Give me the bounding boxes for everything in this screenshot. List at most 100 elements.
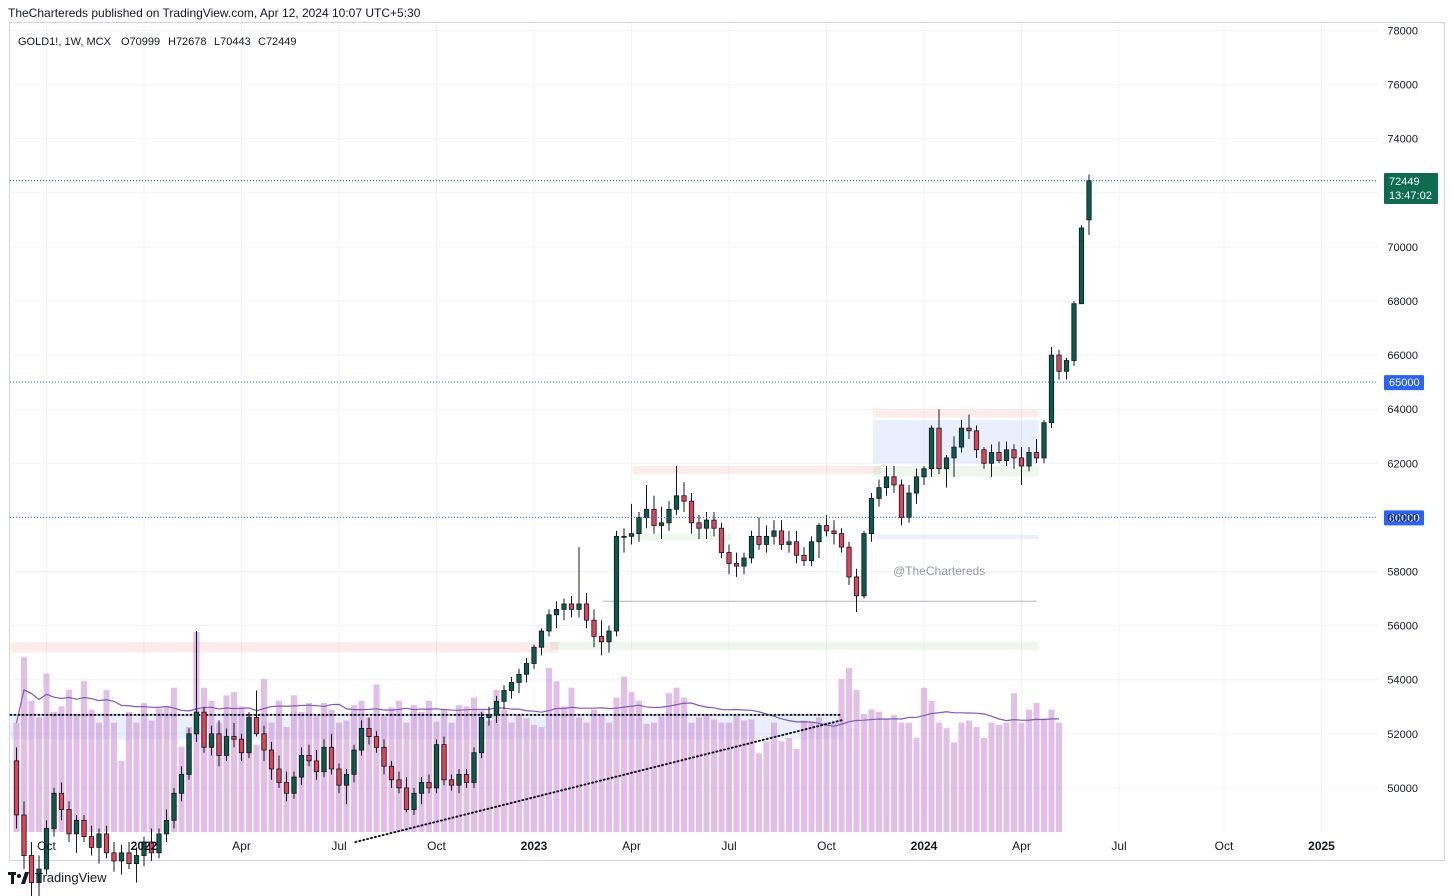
- volume-bar: [246, 713, 252, 832]
- candle-body-up: [486, 714, 492, 718]
- volume-bar: [733, 716, 740, 832]
- candle-body-up: [171, 792, 177, 821]
- volume-bar: [883, 718, 890, 832]
- price-tick-label: 56000: [1387, 621, 1418, 633]
- candle-body-up: [546, 614, 552, 632]
- candle-body-up: [193, 711, 200, 735]
- candle: [696, 514, 702, 540]
- volume-bar: [568, 687, 575, 832]
- candle-body-down: [891, 476, 897, 486]
- candle-body-down: [81, 819, 87, 837]
- volume-bar: [66, 689, 72, 832]
- candle-body-down: [966, 427, 972, 432]
- candle-body-down: [651, 508, 657, 526]
- candle: [741, 552, 747, 575]
- candle-body-down: [853, 576, 860, 597]
- candle-body-down: [328, 746, 335, 770]
- volume-bar: [538, 727, 545, 832]
- candle: [771, 520, 777, 545]
- candle: [936, 409, 942, 475]
- candle: [808, 536, 815, 567]
- volume-bar: [51, 711, 57, 832]
- volume-bar: [306, 703, 312, 832]
- volume-bar: [456, 705, 462, 832]
- candle-body-up: [246, 717, 252, 754]
- volume-bar: [516, 715, 522, 832]
- candle: [471, 747, 477, 788]
- candle: [688, 493, 695, 534]
- candle-body-up: [673, 495, 680, 510]
- candle: [846, 541, 852, 586]
- candle: [36, 855, 42, 896]
- volume-bar: [688, 722, 695, 832]
- candle-body-down: [66, 809, 72, 835]
- level-badge-label: 60000: [1389, 512, 1420, 524]
- chart-frame[interactable]: [9, 22, 1445, 861]
- candle: [538, 628, 545, 656]
- candle-body-up: [658, 522, 665, 526]
- candle-body-down: [13, 760, 20, 816]
- candle: [523, 658, 530, 683]
- candle-body-down: [846, 546, 852, 578]
- candle-body-up: [643, 508, 650, 518]
- candle-body-up: [786, 541, 792, 545]
- candle: [883, 466, 890, 496]
- candle-body-down: [711, 519, 717, 529]
- candle: [351, 744, 357, 783]
- candle: [21, 801, 27, 870]
- volume-bar: [81, 681, 87, 832]
- price-tick-label: 66000: [1387, 350, 1418, 362]
- footer-brand[interactable]: TradingView: [35, 870, 107, 885]
- volume-bar: [508, 722, 515, 832]
- time-tick-label: 2023: [521, 839, 548, 853]
- time-tick-label: Oct: [817, 839, 836, 853]
- candle: [58, 782, 65, 821]
- candle: [463, 768, 470, 788]
- candle-body-up: [703, 519, 710, 529]
- candle-body-up: [1003, 449, 1010, 461]
- volume-bar: [981, 738, 987, 832]
- volume-bar: [426, 700, 432, 832]
- candle-body-up: [298, 755, 305, 778]
- candle: [981, 447, 987, 469]
- candle-body-up: [478, 717, 485, 754]
- tradingview-logo-icon[interactable]: [8, 871, 30, 884]
- candle-body-down: [801, 554, 807, 562]
- candle-body-up: [43, 828, 50, 870]
- candle-body-up: [163, 819, 170, 835]
- price-tick-label: 78000: [1387, 26, 1418, 38]
- candle-body-down: [313, 760, 320, 773]
- candle: [133, 847, 140, 883]
- candle: [921, 466, 927, 485]
- volume-bar: [696, 717, 702, 832]
- candle: [88, 825, 95, 856]
- candle-body-up: [51, 792, 57, 829]
- candle-body-up: [73, 819, 80, 835]
- candle: [763, 525, 770, 553]
- volume-bar: [103, 689, 110, 832]
- candle: [186, 728, 192, 780]
- volume-bar: [576, 717, 582, 832]
- publisher-header: TheChartereds published on TradingView.c…: [8, 6, 421, 20]
- candle-body-up: [501, 690, 507, 702]
- candle: [13, 747, 20, 829]
- candle-body-down: [261, 733, 267, 751]
- volume-bar: [531, 724, 537, 832]
- volume-bar: [291, 695, 297, 832]
- candle: [81, 814, 87, 842]
- candle: [396, 771, 402, 794]
- price-tick-label: 60000: [1387, 512, 1418, 524]
- candle-body-up: [118, 852, 125, 862]
- resistance-zone-62k: [633, 466, 881, 475]
- volume-bar: [711, 719, 717, 832]
- volume-bar: [636, 700, 642, 832]
- candle-body-up: [636, 517, 642, 535]
- candle-body-down: [126, 852, 132, 865]
- watermark-text: @TheChartereds: [893, 564, 985, 578]
- candle: [748, 530, 755, 564]
- candle: [313, 750, 320, 780]
- candle: [246, 712, 252, 759]
- candle-body-up: [861, 533, 867, 597]
- candle: [411, 787, 417, 815]
